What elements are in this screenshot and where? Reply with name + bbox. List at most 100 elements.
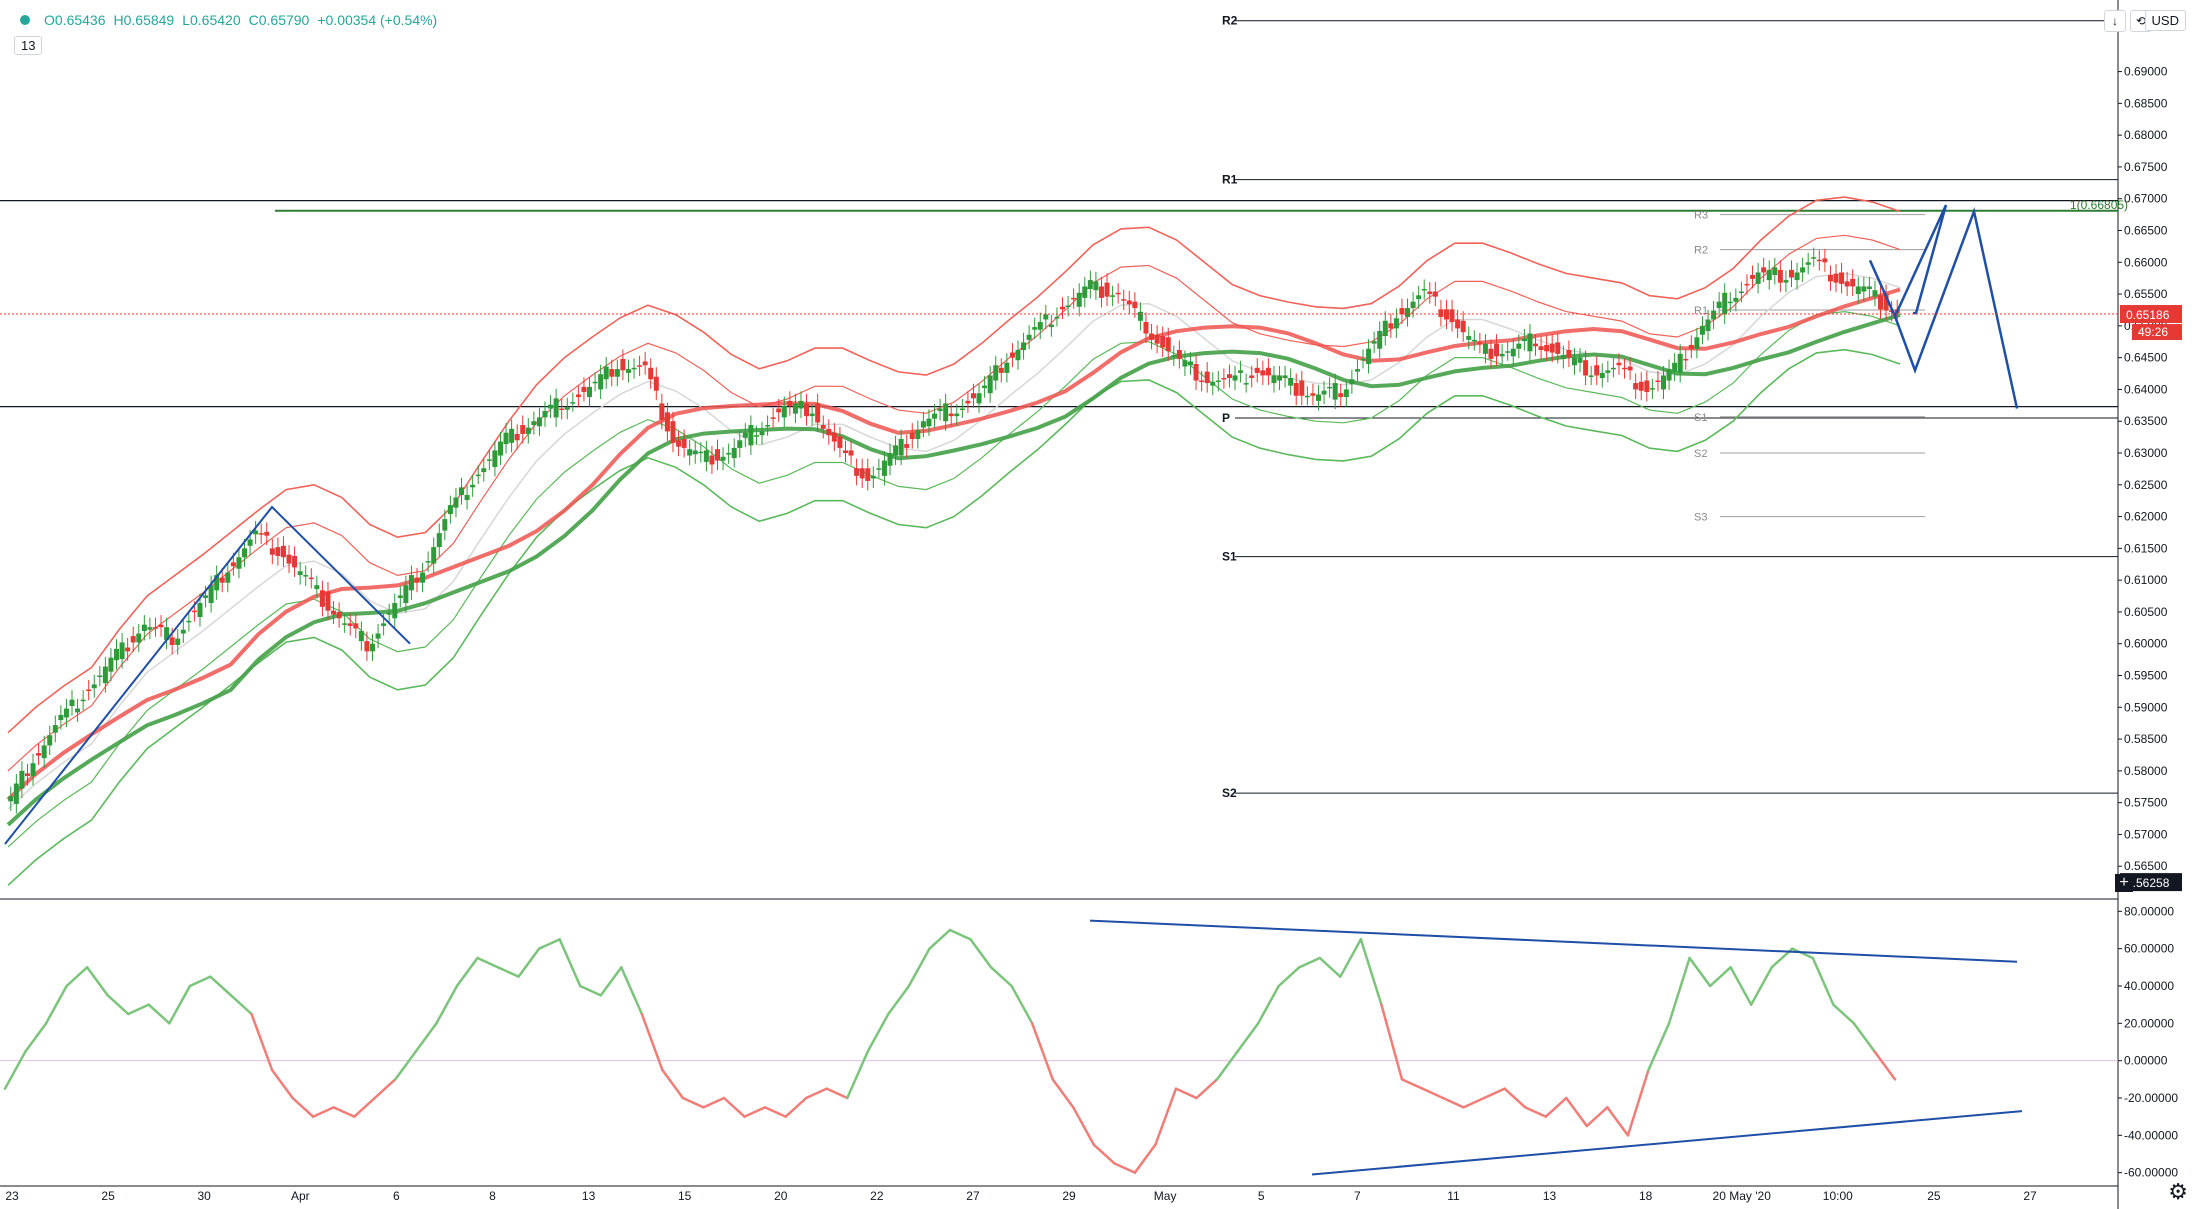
candle-body [1744,283,1750,286]
osc-segment [1626,1068,1650,1137]
candle-body [24,773,30,776]
candle-body [13,783,19,804]
candle-body [559,408,565,410]
candle-body [1672,362,1678,372]
x-tick-label: 30 [198,1189,212,1203]
candle-body [1510,348,1516,357]
candle-body [1054,316,1060,319]
candle-body [664,412,670,432]
candle-body [1466,336,1472,340]
candle-body [1098,286,1104,298]
candle-body [481,468,487,473]
pivot-label: S1 [1222,550,1237,564]
add-plus-icon[interactable]: + [2115,874,2133,892]
candle-body [1610,367,1616,370]
candle-body [676,440,682,447]
candle-body [1516,343,1522,349]
y-tick-label: 0.69000 [2124,65,2168,79]
candle-body [353,623,359,629]
candle-body [1115,292,1121,295]
candle-body [331,610,337,615]
osc-segment [1708,966,1732,988]
candle-body [347,623,353,626]
osc-segment [394,1050,418,1081]
candle-body [637,365,643,367]
osc-segment [496,966,520,978]
candle-body [342,623,348,625]
candle-body [1627,366,1633,371]
candle-body [1388,323,1394,329]
candle-body [1199,380,1205,383]
osc-segment [127,1003,151,1016]
candle-body [937,408,943,412]
candle-body [1527,333,1533,352]
osc-segment [969,938,993,969]
gear-icon[interactable]: ⚙ [2168,1179,2188,1204]
candle-body [1761,267,1767,273]
candle-body [1477,342,1483,344]
candle-body [1722,292,1728,315]
candle-body [653,376,659,391]
candle-body [865,468,871,481]
candle-body [731,447,737,459]
candle-body [842,450,848,453]
candle-body [1427,291,1433,295]
candle-body [1399,308,1405,315]
y-tick-label: 0.59000 [2124,700,2168,714]
osc-segment [311,1106,335,1118]
candle-body [203,595,209,598]
x-tick-label: 25 [1927,1189,1941,1203]
candle-body [715,449,720,461]
y-tick-label: 0.62500 [2124,478,2168,492]
candle-body [943,403,949,422]
osc-segment [373,1078,397,1100]
candle-body [464,494,470,501]
osc-segment [1010,984,1034,1025]
candle-body [1377,330,1383,349]
candle-body [920,421,926,428]
osc-segment [352,1096,377,1118]
candle-body [1583,360,1589,376]
candle-body [1655,380,1661,383]
candle-body [1716,301,1722,309]
candle-body [1110,295,1116,297]
candle-body [1004,362,1010,373]
candle-body [720,456,726,461]
candle-body [208,585,214,604]
candle-body [631,367,637,370]
osc-segment [743,1106,767,1118]
candle-body [130,636,136,643]
candle-body [620,358,626,371]
x-tick-label: May [1154,1189,1177,1203]
candle-body [820,425,826,429]
high-value: H0.65849 [113,12,175,28]
currency-label[interactable]: USD [2144,10,2186,31]
osc-segment [661,1068,685,1100]
candle-body [1354,369,1360,372]
y-tick-label: 0.63000 [2124,446,2168,460]
osc-y-tick-label: 40.00000 [2124,979,2174,993]
candle-body [108,657,114,672]
candle-body [1238,370,1244,373]
candle-body [308,577,314,580]
osc-segment [1544,1096,1568,1118]
indicator-count-badge[interactable]: 13 [14,36,43,55]
candle-body [1549,343,1555,353]
candle-body [1800,267,1806,273]
candle-body [225,572,231,583]
y-tick-label: 0.58000 [2124,764,2168,778]
candle-body [1488,348,1494,359]
x-tick-label: 25 [101,1189,115,1203]
candle-body [369,643,375,652]
osc-segment [784,1096,808,1118]
candle-body [1866,286,1872,289]
x-tick-label: 20 [774,1189,788,1203]
candle-body [303,575,309,577]
scroll-down-icon[interactable]: ↓ [2104,10,2126,32]
candle-body [1076,292,1082,307]
osc-segment [1667,956,1691,1025]
candle-body [1588,375,1594,377]
price-tag-label: 0.65186 [2126,308,2170,322]
candle-body [1360,358,1366,361]
